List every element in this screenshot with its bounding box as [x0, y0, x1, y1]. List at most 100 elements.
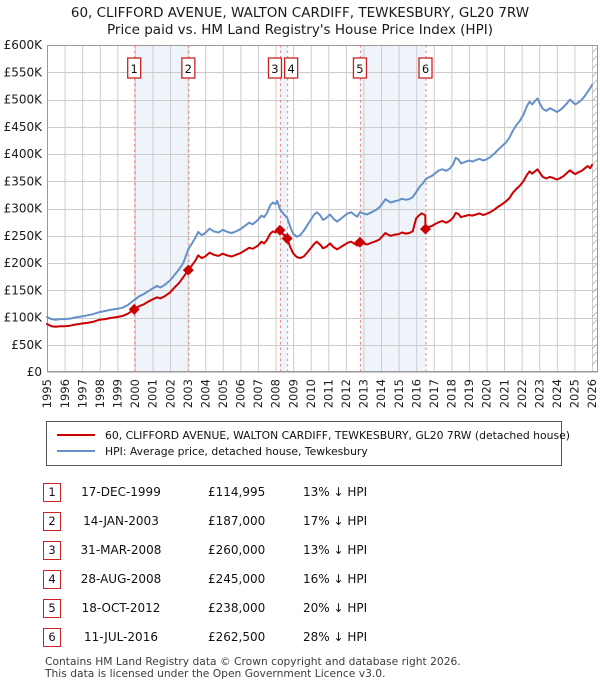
table-row: 3 31-MAR-2008 £260,000 13% ↓ HPI — [43, 540, 600, 560]
sale-number-badge: 4 — [43, 569, 61, 589]
x-axis-label: 2004 — [198, 379, 212, 408]
x-axis-label: 2017 — [427, 379, 441, 408]
sale-number-badge: 2 — [43, 511, 61, 531]
x-axis-label: 2009 — [286, 379, 300, 408]
table-row: 6 11-JUL-2016 £262,500 28% ↓ HPI — [43, 627, 600, 647]
ownership-bands — [134, 45, 426, 372]
y-axis-label: £500K — [4, 93, 44, 107]
x-axis-label: 2020 — [480, 379, 494, 408]
table-row: 4 28-AUG-2008 £245,000 16% ↓ HPI — [43, 569, 600, 589]
y-axis-label: £50K — [11, 338, 43, 352]
x-axis-label: 2013 — [357, 379, 371, 408]
sale-number-badge: 1 — [43, 482, 61, 502]
sale-number-label: 3 — [271, 62, 278, 76]
sale-date: 28-AUG-2008 — [80, 572, 162, 586]
sale-number-badge: 6 — [43, 627, 61, 647]
sale-diamond — [281, 232, 293, 244]
x-axis-label: 2006 — [234, 379, 248, 408]
table-row: 1 17-DEC-1999 £114,995 13% ↓ HPI — [43, 482, 600, 502]
y-axis-label: £300K — [4, 202, 44, 216]
sale-date: 11-JUL-2016 — [84, 630, 158, 644]
sale-price: £238,000 — [208, 601, 266, 615]
sale-date: 14-JAN-2003 — [83, 514, 159, 528]
x-axis-label: 2012 — [339, 379, 353, 408]
y-axis-labels: £0 £50K £100K £150K £200K £250K £300K £350K £400… — [4, 39, 44, 379]
sale-price: £187,000 — [208, 514, 266, 528]
x-axis-label: 2000 — [128, 379, 142, 408]
sale-number-badge: 3 — [43, 540, 61, 560]
y-axis-label: £550K — [4, 65, 44, 79]
sale-hpi-diff: 20% ↓ HPI — [303, 601, 368, 615]
y-axis-label: £450K — [4, 120, 44, 134]
y-axis-label: £600K — [4, 39, 44, 52]
sale-price: £260,000 — [208, 543, 266, 557]
sale-diamond — [274, 224, 286, 236]
x-axis-label: 2014 — [374, 379, 388, 408]
sale-hpi-diff: 17% ↓ HPI — [303, 514, 368, 528]
plot-border — [47, 45, 598, 372]
x-axis-label: 2024 — [550, 379, 564, 408]
chart-grid — [47, 45, 598, 373]
y-axis-label: £100K — [4, 311, 44, 325]
sale-number-box — [418, 57, 433, 79]
y-axis-label: £350K — [4, 174, 44, 188]
sale-price: £262,500 — [208, 630, 266, 644]
x-axis-label: 1995 — [40, 379, 54, 408]
sale-price: £114,995 — [208, 485, 266, 499]
x-axis-label: 1997 — [75, 379, 89, 408]
x-axis-label: 1996 — [58, 379, 72, 408]
y-axis-label: £0 — [27, 365, 42, 379]
y-axis-label: £250K — [4, 229, 44, 243]
sale-hpi-diff: 28% ↓ HPI — [303, 630, 368, 644]
x-axis-label: 2016 — [409, 379, 423, 408]
table-row: 2 14-JAN-2003 £187,000 17% ↓ HPI — [43, 511, 600, 531]
x-axis-label: 1998 — [93, 379, 107, 408]
attribution-footer: Contains HM Land Registry data © Crown c… — [45, 656, 600, 679]
sale-number-box — [181, 57, 196, 79]
sale-number-box — [267, 57, 283, 79]
sale-number-label: 6 — [422, 62, 429, 76]
hpi-line — [46, 83, 593, 321]
x-axis-label: 2021 — [497, 379, 511, 408]
legend-entry-price-paid: 60, CLIFFORD AVENUE, WALTON CARDIFF, TEW… — [55, 427, 570, 443]
sale-number-box — [352, 57, 368, 79]
sale-date: 31-MAR-2008 — [80, 543, 162, 557]
sale-diamonds — [128, 223, 432, 315]
transactions-table: 1 17-DEC-1999 £114,995 13% ↓ HPI 2 14-JA… — [43, 482, 600, 647]
sale-hpi-diff: 13% ↓ HPI — [303, 485, 368, 499]
footer-line-2: This data is licensed under the Open Gov… — [45, 666, 386, 680]
sale-price: £245,000 — [208, 572, 266, 586]
x-axis-label: 2005 — [216, 379, 230, 408]
price-chart: 1 2 3 4 5 6 £0 £50K £100K £150K £200K £250K £300K £35… — [4, 39, 600, 408]
sale-number-box — [284, 57, 299, 79]
x-axis-label: 2019 — [462, 379, 476, 408]
x-axis-label: 2008 — [269, 379, 283, 408]
page-title: 60, CLIFFORD AVENUE, WALTON CARDIFF, TEW… — [70, 5, 530, 21]
sale-date: 17-DEC-1999 — [81, 485, 161, 499]
sale-number-label: 2 — [185, 62, 192, 76]
table-row: 5 18-OCT-2012 £238,000 20% ↓ HPI — [43, 598, 600, 618]
y-axis-label: £150K — [4, 283, 44, 297]
sale-number-label: 5 — [356, 62, 363, 76]
x-axis-label: 2026 — [585, 379, 599, 408]
hpi-line-swatch — [57, 450, 95, 452]
x-axis-label: 2003 — [181, 379, 195, 408]
sale-diamond — [182, 264, 194, 276]
legend-label: 60, CLIFFORD AVENUE, WALTON CARDIFF, TEW… — [105, 428, 570, 442]
x-axis-label: 1999 — [111, 379, 125, 408]
x-axis-label: 2018 — [445, 379, 459, 408]
sale-number-box — [127, 57, 142, 79]
price-paid-line-swatch — [57, 434, 95, 436]
sale-number-label: 1 — [131, 62, 138, 76]
x-axis-label: 2010 — [304, 379, 318, 408]
footer-line-1: Contains HM Land Registry data © Crown c… — [45, 655, 461, 668]
y-axis-label: £200K — [4, 256, 44, 270]
sale-diamond — [420, 223, 432, 235]
legend-label: HPI: Average price, detached house, Tewk… — [105, 444, 368, 458]
sale-number-label: 4 — [287, 62, 294, 76]
x-axis-label: 2015 — [392, 379, 406, 408]
x-axis-label: 2002 — [163, 379, 177, 408]
legend-entry-hpi: HPI: Average price, detached house, Tewk… — [55, 443, 553, 459]
